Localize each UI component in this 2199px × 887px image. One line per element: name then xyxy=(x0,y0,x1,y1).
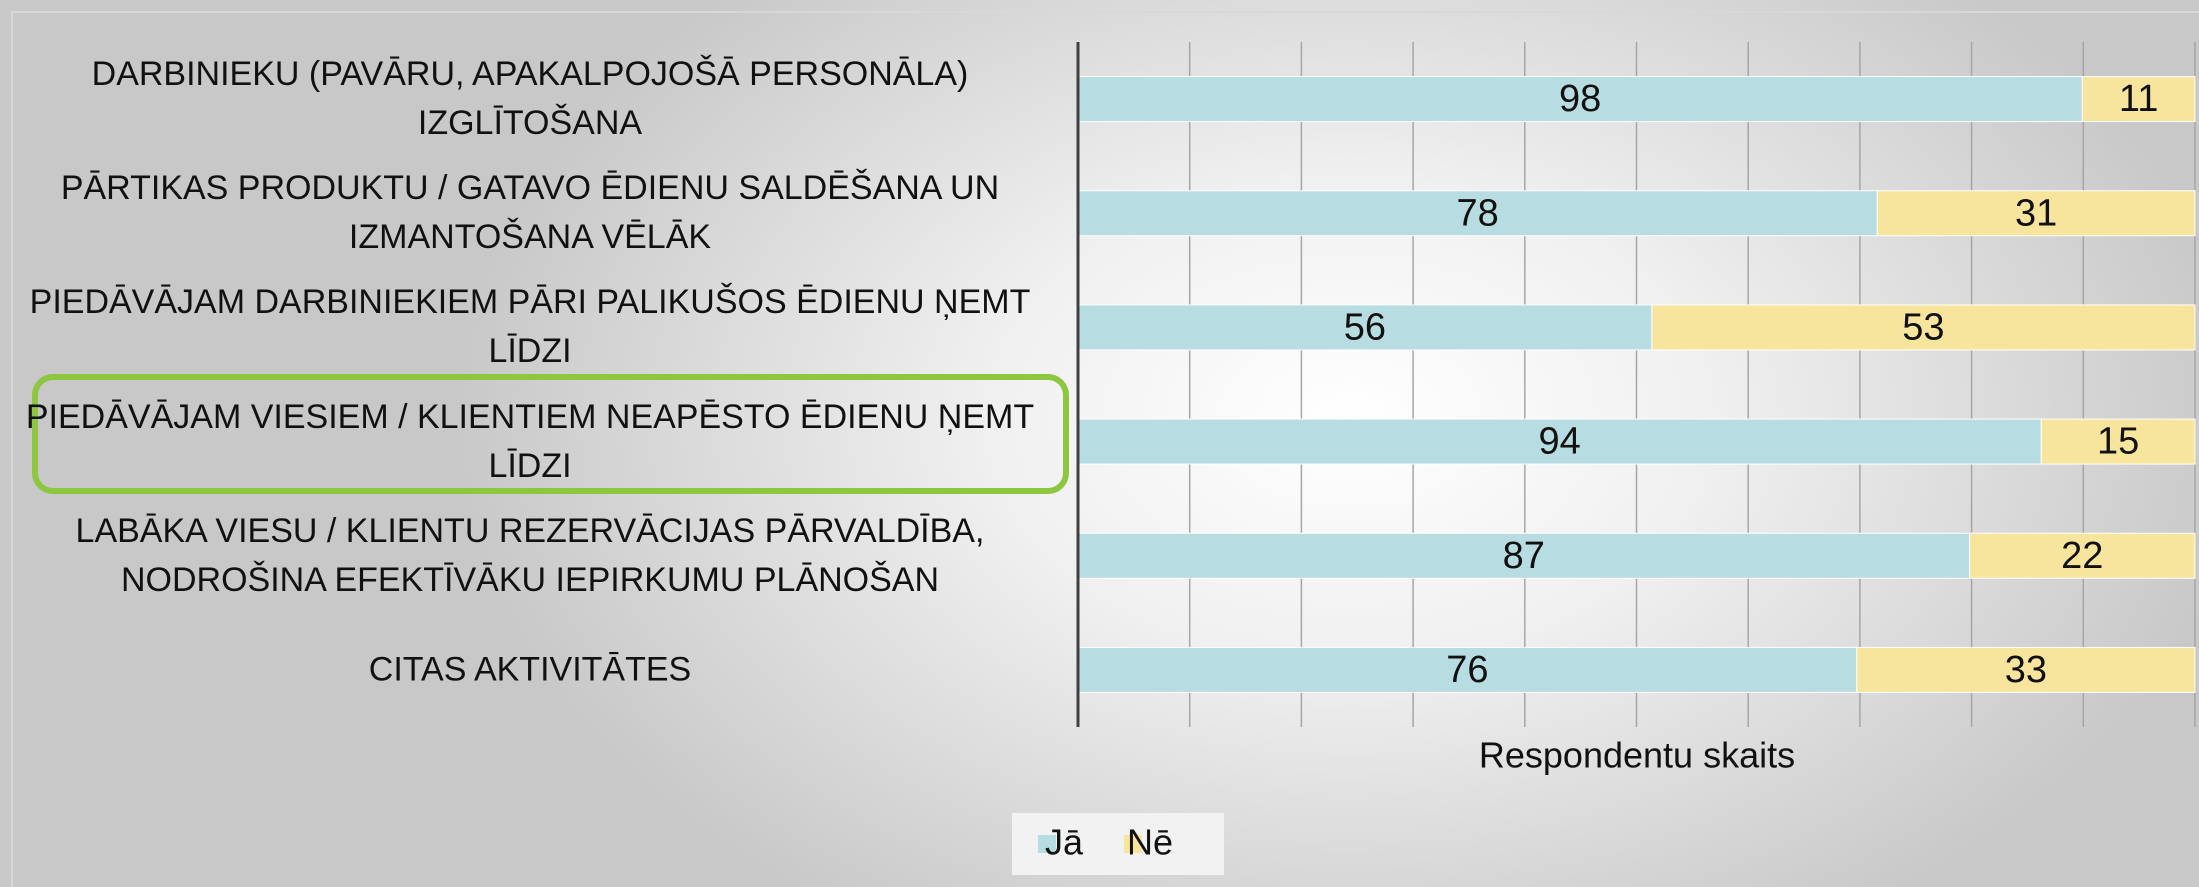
data-label: 76 xyxy=(1446,649,1488,691)
legend-label: Jā xyxy=(1045,822,1084,863)
data-label: 56 xyxy=(1344,306,1386,348)
bar-segment xyxy=(2081,76,2196,123)
highlight-box xyxy=(32,374,1069,494)
bar-segment xyxy=(1077,76,2083,123)
bar-segment xyxy=(1856,646,2196,693)
x-axis-title: Respondentu skaits xyxy=(1479,735,1795,776)
data-label: 98 xyxy=(1559,78,1601,120)
data-label: 87 xyxy=(1503,535,1545,577)
bar-segment xyxy=(1876,190,2196,237)
bar-segment xyxy=(2040,418,2196,465)
category-label: PĀRTIKAS PRODUKTU / GATAVO ĒDIENU SALDĒŠ… xyxy=(60,169,1000,257)
legend-label: Nē xyxy=(1127,822,1173,863)
data-label: 78 xyxy=(1457,192,1499,234)
bar-segment xyxy=(1077,304,1653,351)
category-label: CITAS AKTIVITĀTES xyxy=(368,650,692,689)
data-label: 11 xyxy=(2119,78,2158,120)
data-label: 15 xyxy=(2097,421,2139,463)
legend-swatch xyxy=(1124,835,1143,853)
bar-segment xyxy=(1077,190,1878,237)
category-label: LABĀKA VIESU / KLIENTU REZERVĀCIJAS PĀRV… xyxy=(75,511,985,599)
bar-segment xyxy=(1077,418,2042,465)
bar-segment xyxy=(1077,646,1858,693)
legend-swatch xyxy=(1038,835,1056,853)
data-label: 33 xyxy=(2005,649,2047,691)
bar-segment xyxy=(1651,304,2196,351)
data-label: 22 xyxy=(2061,535,2103,577)
category-label: PIEDĀVĀJAM DARBINIEKIEM PĀRI PALIKUŠOS Ē… xyxy=(29,283,1031,371)
bar-segment xyxy=(1969,532,2196,579)
category-label: DARBINIEKU (PAVĀRU, APAKALPOJOŠĀ PERSONĀ… xyxy=(91,55,969,143)
bar-segment xyxy=(1077,532,1971,579)
legend: Jā Nē xyxy=(1012,813,1224,875)
category-label: PIEDĀVĀJAM VIESIEM / KLIENTIEM NEAPĒSTO … xyxy=(25,397,1035,485)
frame xyxy=(11,11,2199,887)
data-label: 31 xyxy=(2015,192,2057,234)
data-label: 53 xyxy=(1902,306,1944,348)
data-label: 94 xyxy=(1539,421,1581,463)
